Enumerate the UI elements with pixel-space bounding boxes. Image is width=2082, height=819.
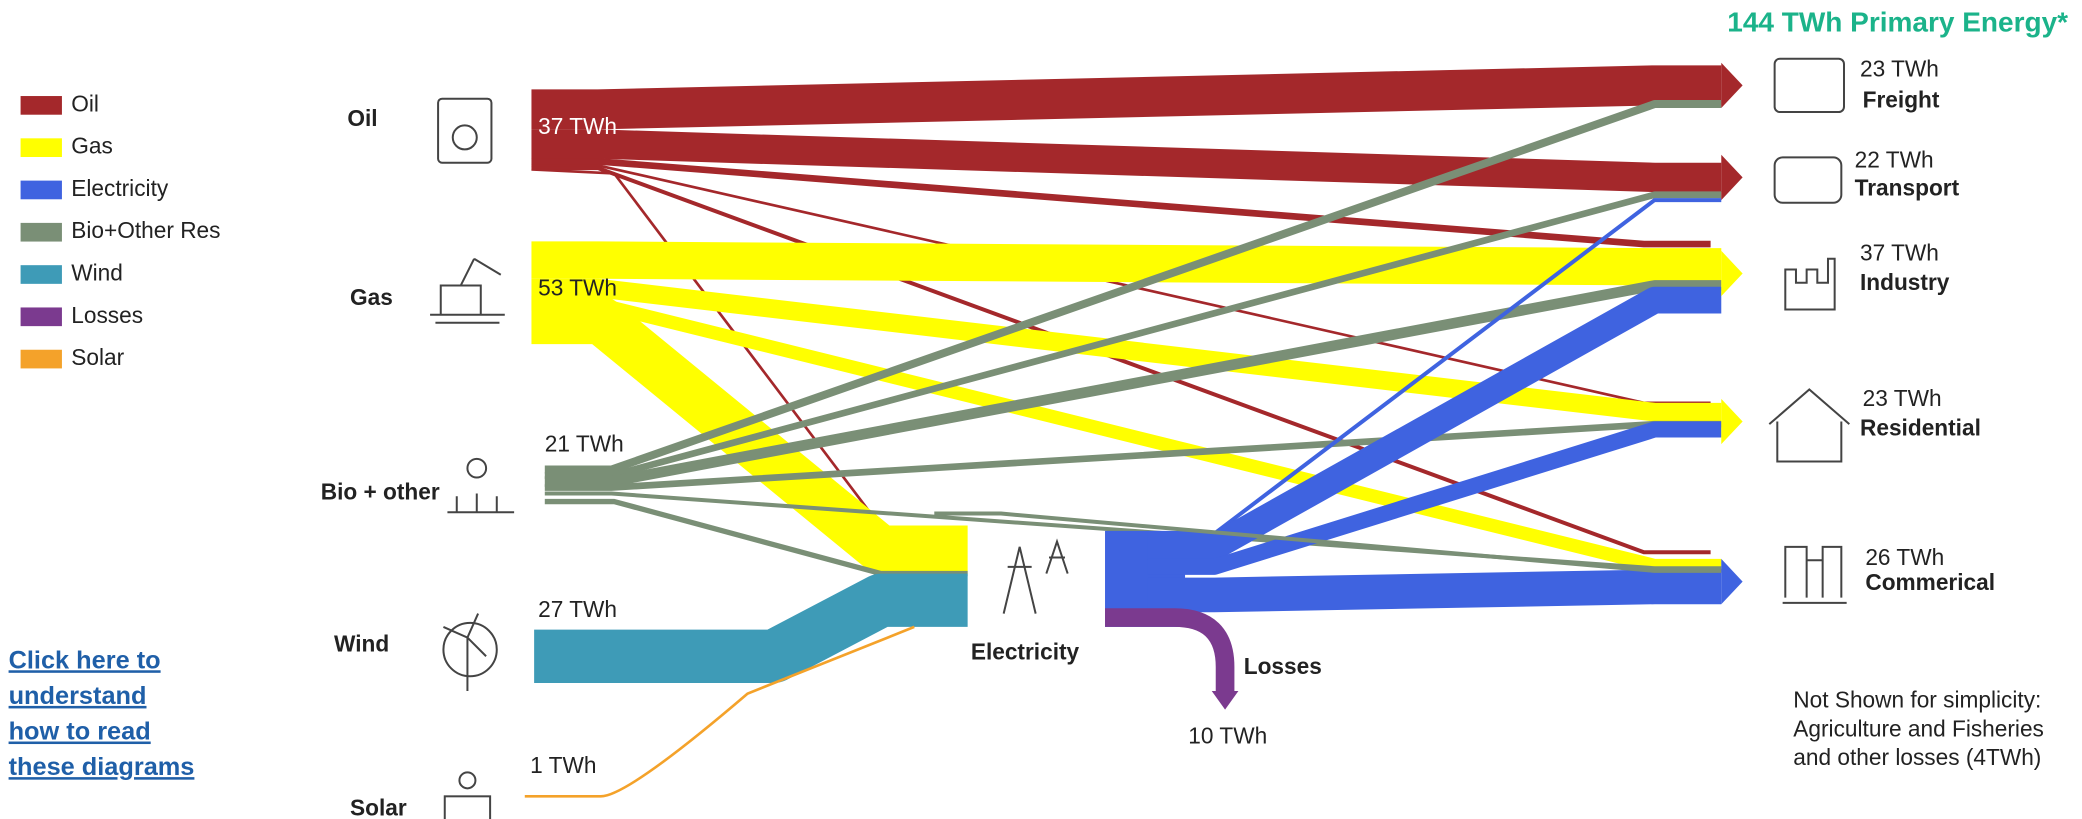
sink-value: 37 TWh [1860,240,1939,266]
flow [531,65,1722,130]
flow [544,191,1722,479]
electricity-label: Electricity [971,639,1080,665]
losses-value: 10 TWh [1188,723,1267,749]
source-label: Bio + other [321,479,440,505]
arrow [1721,398,1743,445]
flow [1147,569,1722,613]
source-label: Oil [347,105,377,131]
flow [531,241,1722,286]
sink-value: 26 TWh [1865,544,1944,570]
legend-swatch [20,265,62,284]
legend-swatch [20,138,62,157]
source-value: 37 TWh [538,113,617,139]
help-link[interactable]: how to read [9,718,151,746]
help-link[interactable]: Click here to [9,646,161,674]
arrow [1211,690,1239,710]
sink-label: Commerical [1865,569,1995,595]
legend-label: Bio+Other Res [71,217,220,243]
flow [531,129,1722,193]
help-link[interactable]: these diagrams [9,753,195,781]
flow [544,100,1722,474]
flow [524,625,915,798]
flow [531,278,1722,422]
arrow [1721,558,1743,605]
legend-label: Wind [71,259,123,285]
title: 144 TWh Primary Energy* [1727,6,2068,37]
source-value: 21 TWh [545,430,624,456]
sink-label: Transport [1855,174,1960,200]
losses-label: Losses [1244,653,1322,679]
flow [534,573,968,683]
legend-swatch [20,96,62,115]
source-label: Solar [350,795,407,819]
sink-value: 23 TWh [1863,385,1942,411]
flow [1147,286,1722,561]
flow [531,166,1711,555]
flow [531,296,968,574]
note: Agriculture and Fisheries [1793,715,2044,741]
note: and other losses (4TWh) [1793,744,2041,770]
flow [544,280,1722,487]
icons [430,57,1850,819]
legend-swatch [20,222,62,242]
note: Not Shown for simplicity: [1793,687,2041,713]
source-value: 1 TWh [530,752,596,778]
flows [524,62,1743,798]
legend-label: Gas [71,133,113,159]
sink-label: Freight [1863,86,1940,112]
legend-label: Electricity [71,175,169,201]
flow [934,511,1722,573]
legend-label: Solar [71,344,124,370]
arrow [1721,154,1743,201]
legend-label: Losses [71,302,143,328]
sink-label: Residential [1860,414,1981,440]
legend-label: Oil [71,90,99,116]
source-label: Gas [350,284,393,310]
arrow [1721,62,1743,109]
sink-label: Industry [1860,269,1950,295]
sink-value: 22 TWh [1855,146,1934,172]
flow [1147,421,1722,575]
arrow [1721,250,1743,297]
sink-value: 23 TWh [1860,56,1939,82]
legend-swatch [20,349,62,369]
flow [531,158,1711,248]
source-value: 27 TWh [538,596,617,622]
source-label: Wind [334,631,389,657]
legend-swatch [20,180,62,200]
source-value: 53 TWh [538,274,617,300]
help-link[interactable]: understand [9,682,147,710]
flow [1105,608,1235,697]
legend-swatch [20,307,62,327]
